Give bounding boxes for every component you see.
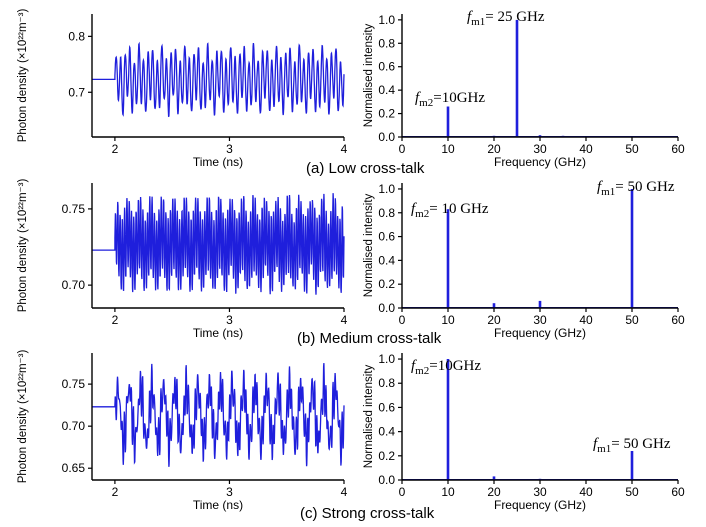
y-axis-label-b-time: Photon density (×10²²m⁻³) [17,179,29,313]
x-axis-label-a-time: Time (ns) [193,155,243,169]
x-tick-label-a-time-0: 2 [112,142,119,156]
y-tick-label-b-time-1: 0.75 [62,202,86,216]
annotation-c-spectrum-1: fm1= 50 GHz [593,436,671,455]
y-tick-label-b-spectrum-0: 0.0 [378,301,395,315]
y-tick-label-c-spectrum-0: 0.0 [378,473,395,487]
y-tick-label-b-spectrum-1: 0.2 [378,277,395,291]
x-tick-label-a-spectrum-5: 50 [625,142,639,156]
peak-bar-c-spectrum-3 [630,451,634,480]
y-tick-label-a-spectrum-1: 0.2 [378,107,395,121]
y-tick-label-c-spectrum-3: 0.6 [378,400,395,414]
x-tick-label-b-spectrum-6: 60 [671,313,685,327]
panel-b-spectrum: 0 10 20 30 40 50 60 0.0 0.2 0.4 0.6 0.8 1.0 Frequency… [363,179,685,340]
caption-c: (c) Strong cross-talk [300,505,435,522]
y-tick-label-c-spectrum-5: 1.0 [378,352,395,366]
x-tick-label-c-spectrum-4: 40 [579,485,593,499]
y-tick-label-c-time-2: 0.75 [62,377,86,391]
series-line-b-time [92,193,345,295]
y-axis-label-b-spectrum: Normalised intensity [363,193,375,297]
y-tick-label-a-spectrum-2: 0.4 [378,83,395,97]
peak-bar-b-spectrum-2 [538,300,542,308]
x-tick-label-b-time-2: 4 [341,313,348,327]
x-tick-label-a-time-2: 4 [341,142,348,156]
peak-bar-c-spectrum-0 [446,359,450,480]
x-tick-label-a-spectrum-0: 0 [399,142,406,156]
panel-c-spectrum: 0 10 20 30 40 50 60 0.0 0.2 0.4 0.6 0.8 1.0 Frequency… [363,352,685,512]
peak-bar-a-spectrum-2 [515,19,519,137]
series-line-c-time [92,363,345,467]
x-tick-label-a-spectrum-4: 40 [579,142,593,156]
x-tick-label-c-spectrum-0: 0 [399,485,406,499]
x-axis-label-c-spectrum: Frequency (GHz) [494,498,586,512]
x-tick-label-c-spectrum-3: 30 [533,485,547,499]
series-line-a-time [92,41,345,118]
x-axis-label-a-spectrum: Frequency (GHz) [494,155,586,169]
x-tick-label-c-spectrum-5: 50 [625,485,639,499]
annotation-b-spectrum-0: fm2= 10 GHz [411,201,489,220]
peak-bar-b-spectrum-0 [446,209,450,308]
x-tick-label-b-spectrum-5: 50 [625,313,639,327]
x-tick-label-a-spectrum-3: 30 [533,142,547,156]
annotation-a-spectrum-1: fm1= 25 GHz [467,9,545,28]
x-tick-label-c-spectrum-2: 20 [487,485,501,499]
annotation-a-spectrum-0: fm2=10GHz [415,90,485,109]
x-tick-label-b-spectrum-1: 10 [441,313,455,327]
x-tick-label-b-time-1: 3 [226,313,233,327]
y-tick-label-a-time-1: 0.8 [68,29,85,43]
y-tick-label-b-spectrum-5: 1.0 [378,182,395,196]
y-tick-label-c-spectrum-2: 0.4 [378,425,395,439]
caption-a: (a) Low cross-talk [306,160,425,177]
y-tick-label-a-time-0: 0.7 [68,85,85,99]
caption-b: (b) Medium cross-talk [297,330,442,347]
x-tick-label-a-spectrum-2: 20 [487,142,501,156]
panel-b-time: 2 3 4 0.70 0.75 Time (ns) Photon density (×10²… [17,179,348,340]
peak-bar-c-spectrum-1 [492,476,496,480]
peak-bar-b-spectrum-3 [630,189,634,308]
x-tick-label-c-spectrum-6: 60 [671,485,685,499]
y-tick-label-b-spectrum-4: 0.8 [378,206,395,220]
annotation-b-spectrum-1: fm1= 50 GHz [597,179,675,198]
y-axis-label-c-time: Photon density (×10²²m⁻³) [17,350,29,484]
y-tick-label-a-spectrum-4: 0.8 [378,36,395,50]
x-axis-label-b-time: Time (ns) [193,326,243,340]
x-tick-label-c-time-2: 4 [341,485,348,499]
x-tick-label-c-time-0: 2 [112,485,119,499]
x-tick-label-b-spectrum-2: 20 [487,313,501,327]
y-tick-label-a-spectrum-3: 0.6 [378,60,395,74]
y-axis-label-c-spectrum: Normalised intensity [363,364,375,468]
panel-a-time: 2 3 4 0.7 0.8 Time (ns) Photon density (×10²²m… [17,9,348,169]
x-tick-label-b-time-0: 2 [112,313,119,327]
y-axis-label-a-time: Photon density (×10²²m⁻³) [17,9,29,143]
y-tick-label-b-spectrum-2: 0.4 [378,253,395,267]
x-tick-label-b-spectrum-4: 40 [579,313,593,327]
annotation-c-spectrum-0: fm2=10GHz [411,358,481,377]
panel-c-time: 2 3 4 0.65 0.70 0.75 Time (ns) Photon density (… [17,350,348,512]
y-tick-label-c-spectrum-4: 0.8 [378,376,395,390]
y-axis-label-a-spectrum: Normalised intensity [363,23,375,127]
x-tick-label-a-spectrum-6: 60 [671,142,685,156]
x-tick-label-c-time-1: 3 [226,485,233,499]
y-tick-label-b-spectrum-3: 0.6 [378,230,395,244]
x-tick-label-a-time-1: 3 [226,142,233,156]
y-tick-label-c-time-1: 0.70 [62,419,86,433]
x-axis-label-c-time: Time (ns) [193,498,243,512]
x-tick-label-b-spectrum-3: 30 [533,313,547,327]
peak-bar-a-spectrum-0 [446,106,450,137]
y-tick-label-a-spectrum-0: 0.0 [378,130,395,144]
panel-a-spectrum: 0 10 20 30 40 50 60 0.0 0.2 0.4 0.6 0.8 1.0 Frequency… [363,9,685,169]
y-tick-label-a-spectrum-5: 1.0 [378,13,395,27]
y-tick-label-b-time-0: 0.70 [62,278,86,292]
x-tick-label-a-spectrum-1: 10 [441,142,455,156]
x-tick-label-c-spectrum-1: 10 [441,485,455,499]
y-tick-label-c-time-0: 0.65 [62,461,86,475]
y-tick-label-c-spectrum-1: 0.2 [378,449,395,463]
peak-bar-b-spectrum-1 [492,303,496,308]
x-axis-label-b-spectrum: Frequency (GHz) [494,326,586,340]
x-tick-label-b-spectrum-0: 0 [399,313,406,327]
